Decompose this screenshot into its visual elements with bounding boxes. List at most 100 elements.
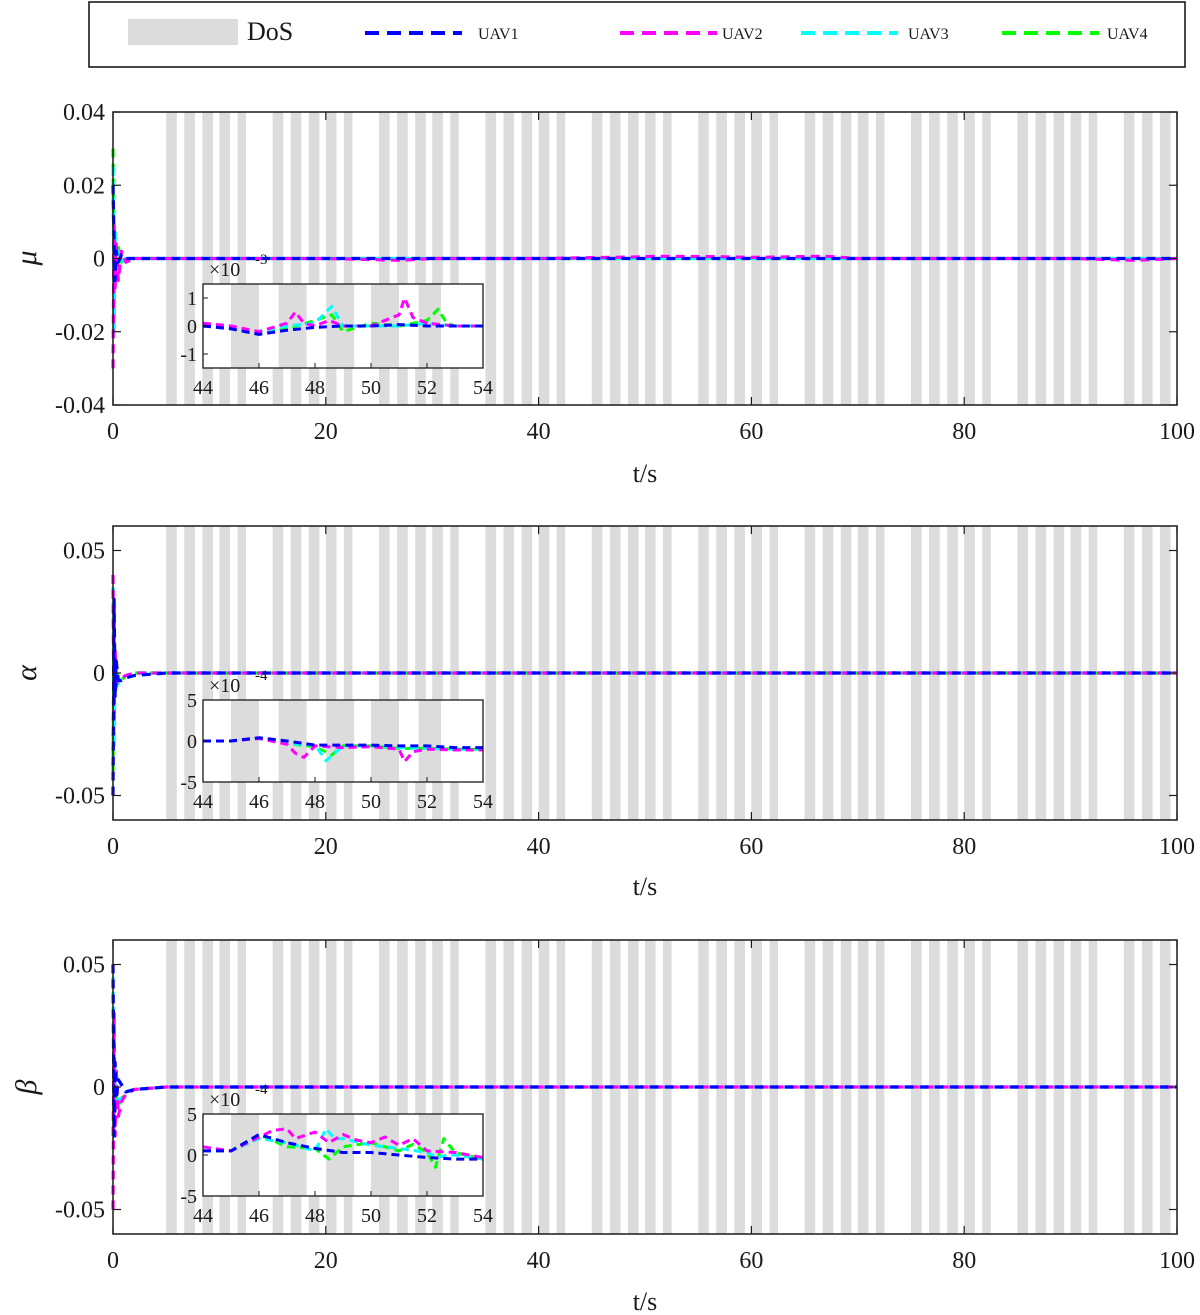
x-tick-label: 60 bbox=[739, 834, 763, 860]
legend-swatch-dos bbox=[128, 19, 238, 45]
inset-x-tick-label: 44 bbox=[193, 1205, 213, 1227]
y-tick-label: 0 bbox=[93, 247, 105, 273]
legend-label-dos: DoS bbox=[247, 17, 293, 46]
y-tick-label: 0.05 bbox=[63, 953, 105, 979]
y-tick-label: 0.05 bbox=[63, 539, 105, 565]
legend-label-uav2: UAV2 bbox=[722, 26, 763, 43]
inset-x-tick-label: 52 bbox=[417, 377, 437, 399]
inset-dos-band bbox=[326, 700, 355, 782]
inset-series-line-uav2 bbox=[203, 737, 483, 763]
inset: 44 46 48 50 52 54 -1 0 1 ×10 -3 bbox=[180, 252, 493, 399]
x-tick-label: 0 bbox=[107, 1248, 119, 1274]
y-tick-label: -0.02 bbox=[55, 320, 105, 346]
x-tick-label: 80 bbox=[952, 1248, 976, 1274]
inset-series-lines bbox=[203, 736, 483, 763]
x-tick-label: 0 bbox=[107, 834, 119, 860]
x-tick-label: 80 bbox=[952, 834, 976, 860]
inset-exponent-base: ×10 bbox=[209, 1089, 240, 1111]
y-axis-label: β bbox=[10, 1079, 43, 1095]
inset-dos-band bbox=[418, 700, 441, 782]
legend-label-uav1: UAV1 bbox=[478, 26, 519, 43]
x-axis-label: t/s bbox=[633, 872, 658, 901]
inset-exponent-power: -4 bbox=[255, 1082, 268, 1098]
inset-series-line-uav1 bbox=[203, 736, 483, 750]
inset: 44 46 48 50 52 54 -5 0 5 ×10 -4 bbox=[180, 668, 493, 813]
inset-y-tick-label: -1 bbox=[180, 344, 197, 366]
inset: 44 46 48 50 52 54 -5 0 5 ×10 -4 bbox=[180, 1082, 493, 1227]
x-tick-label: 100 bbox=[1159, 1248, 1195, 1274]
legend-label-uav4: UAV4 bbox=[1107, 26, 1148, 43]
y-tick-label: 0.02 bbox=[63, 173, 105, 199]
inset-x-tick-label: 46 bbox=[249, 791, 269, 813]
inset-y-tick-label: 5 bbox=[187, 1104, 197, 1126]
inset-x-tick-label: 48 bbox=[305, 1205, 325, 1227]
inset-dos-band bbox=[278, 1114, 307, 1196]
inset-series-line-uav3 bbox=[203, 1127, 484, 1161]
inset-y-tick-label: -5 bbox=[180, 1186, 197, 1208]
series-line-uav1 bbox=[111, 964, 1177, 1138]
inset-y-tick-label: 1 bbox=[187, 288, 197, 310]
series-lines bbox=[111, 148, 1178, 369]
inset-x-tick-label: 52 bbox=[417, 791, 437, 813]
x-tick-label: 80 bbox=[952, 419, 976, 445]
inset-exponent-base: ×10 bbox=[209, 675, 240, 697]
inset-series-lines bbox=[202, 296, 483, 336]
inset-x-tick-label: 50 bbox=[361, 791, 381, 813]
inset-y-tick-label: 5 bbox=[187, 690, 197, 712]
inset-y-tick-label: 0 bbox=[187, 731, 197, 753]
x-tick-label: 60 bbox=[739, 1248, 763, 1274]
inset-x-tick-label: 44 bbox=[193, 377, 213, 399]
inset-y-tick-label: -5 bbox=[180, 772, 197, 794]
inset-series-line-uav1 bbox=[203, 1133, 483, 1161]
inset-x-tick-label: 52 bbox=[417, 1205, 437, 1227]
inset-series-line-uav2 bbox=[202, 1127, 484, 1159]
inset-y-tick-label: 0 bbox=[187, 1145, 197, 1167]
x-tick-label: 40 bbox=[527, 834, 551, 860]
x-tick-label: 60 bbox=[739, 419, 763, 445]
x-tick-label: 40 bbox=[527, 419, 551, 445]
y-tick-label: 0.04 bbox=[63, 100, 105, 126]
inset-exponent-power: -4 bbox=[255, 668, 268, 684]
inset-x-tick-label: 46 bbox=[249, 1205, 269, 1227]
x-tick-label: 0 bbox=[107, 419, 119, 445]
y-tick-label: 0 bbox=[93, 1075, 105, 1101]
series-lines bbox=[111, 964, 1177, 1210]
inset-x-tick-label: 50 bbox=[361, 377, 381, 399]
inset-dos-band bbox=[231, 1114, 259, 1196]
x-tick-label: 20 bbox=[314, 834, 338, 860]
inset-dos-band bbox=[326, 1114, 355, 1196]
inset-x-tick-label: 46 bbox=[249, 377, 269, 399]
x-axis-label: t/s bbox=[633, 459, 658, 488]
inset-series-lines bbox=[202, 1127, 484, 1169]
inset-x-tick-label: 48 bbox=[305, 377, 325, 399]
inset-x-tick-label: 44 bbox=[193, 791, 213, 813]
series-line-uav1 bbox=[111, 185, 1177, 283]
inset-y-tick-label: 0 bbox=[187, 316, 197, 338]
inset-x-tick-label: 54 bbox=[473, 377, 493, 399]
y-tick-label: -0.05 bbox=[55, 784, 105, 810]
inset-dos-bands bbox=[231, 700, 441, 782]
inset-series-line-uav4 bbox=[202, 307, 483, 336]
series-line-uav1 bbox=[111, 597, 1177, 796]
inset-exponent-power: -3 bbox=[255, 252, 268, 268]
x-axis-label: t/s bbox=[633, 1287, 658, 1315]
inset-x-tick-label: 54 bbox=[473, 1205, 493, 1227]
x-tick-label: 100 bbox=[1159, 419, 1195, 445]
series-line-uav2 bbox=[111, 220, 1178, 369]
dos-band bbox=[538, 940, 550, 1234]
x-tick-label: 40 bbox=[527, 1248, 551, 1274]
inset-series-line-uav3 bbox=[202, 304, 483, 334]
inset-series-line-uav1 bbox=[202, 323, 483, 336]
inset-exponent-base: ×10 bbox=[209, 259, 240, 281]
inset-x-tick-label: 54 bbox=[473, 791, 493, 813]
y-tick-label: 0 bbox=[93, 661, 105, 687]
dos-band bbox=[1123, 940, 1135, 1234]
legend: DoS UAV1 UAV2 UAV3 UAV4 bbox=[88, 1, 1186, 68]
y-axis-label: μ bbox=[10, 250, 43, 266]
inset-x-tick-label: 50 bbox=[361, 1205, 381, 1227]
